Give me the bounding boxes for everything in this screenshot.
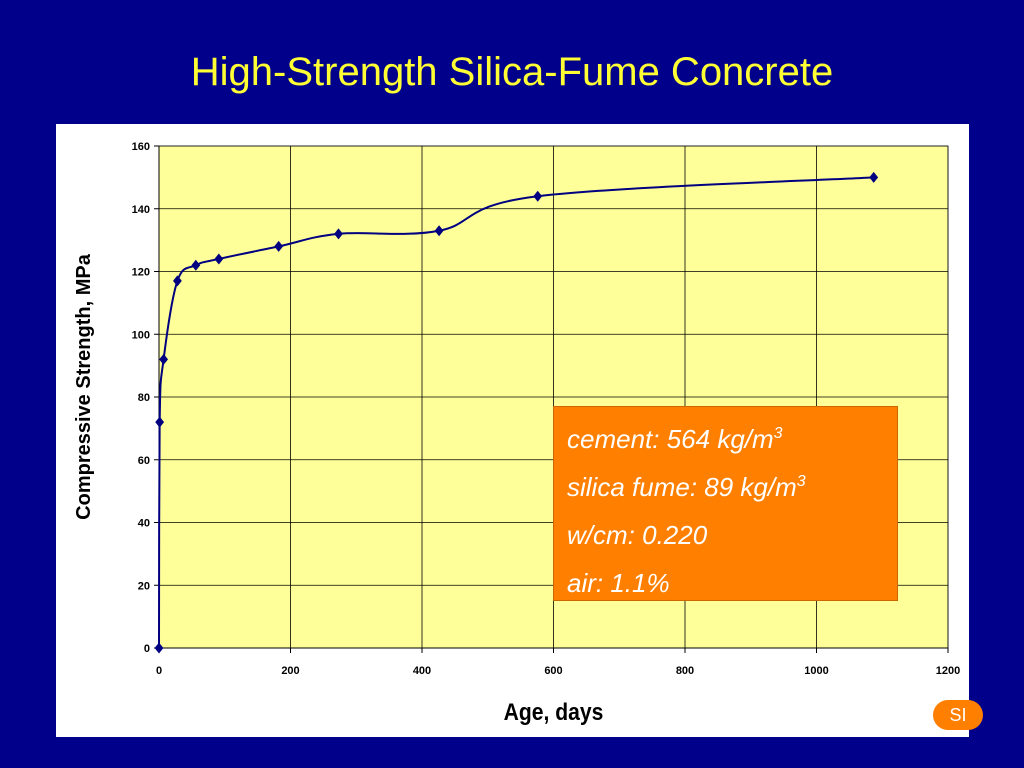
data-point — [154, 642, 164, 654]
data-point — [869, 171, 879, 183]
x-tick-label: 200 — [281, 665, 299, 677]
x-tick-label: 400 — [413, 665, 431, 677]
y-tick-label: 160 — [132, 141, 150, 153]
si-badge[interactable]: SI — [933, 700, 983, 730]
data-point — [274, 240, 284, 252]
y-tick-label: 40 — [138, 518, 150, 530]
data-point — [191, 259, 201, 271]
data-point — [214, 253, 224, 265]
info-cement: cement: 564 kg/m3 — [567, 424, 783, 454]
info-wcm: w/cm: 0.220 — [567, 520, 708, 550]
y-tick-label: 60 — [138, 455, 150, 467]
data-point — [334, 228, 343, 240]
y-tick-label: 140 — [132, 204, 150, 216]
x-tick-label: 0 — [156, 665, 162, 677]
y-tick-label: 80 — [138, 392, 150, 404]
y-axis-title: Compressive Strength, MPa — [73, 253, 95, 520]
x-tick-label: 1000 — [804, 665, 828, 677]
x-axis-title: Age, days — [504, 699, 604, 726]
data-point — [533, 190, 543, 202]
mix-info-box: cement: 564 kg/m3 silica fume: 89 kg/m3 … — [553, 406, 898, 601]
y-tick-label: 100 — [132, 329, 150, 341]
data-point — [159, 353, 169, 365]
slide-title: High-Strength Silica-Fume Concrete — [190, 50, 834, 94]
info-silica-fume: silica fume: 89 kg/m3 — [567, 472, 806, 502]
data-point — [173, 275, 182, 287]
x-tick-label: 600 — [544, 665, 562, 677]
data-point — [155, 416, 165, 428]
info-air: air: 1.1% — [567, 568, 670, 598]
y-tick-label: 20 — [138, 580, 150, 592]
x-tick-label: 1200 — [936, 665, 960, 677]
y-tick-label: 120 — [132, 267, 150, 279]
y-tick-label: 0 — [144, 643, 150, 655]
x-tick-label: 800 — [676, 665, 694, 677]
data-point — [434, 225, 444, 237]
